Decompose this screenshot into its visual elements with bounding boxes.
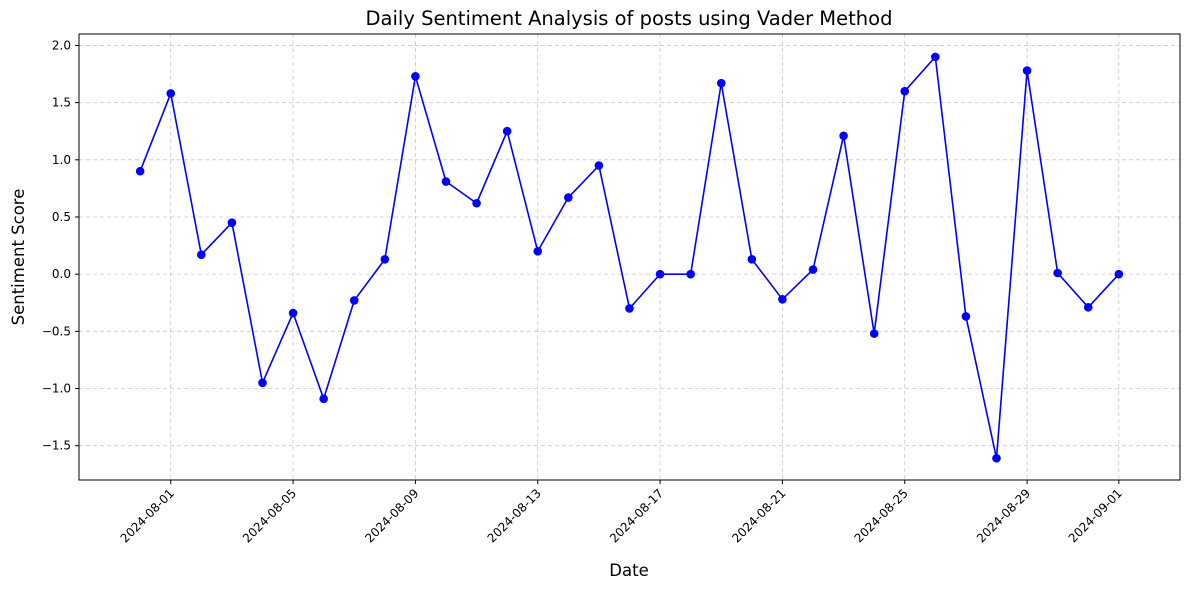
data-point	[686, 269, 695, 279]
data-point	[288, 308, 298, 318]
data-point	[502, 126, 512, 136]
data-point	[778, 295, 787, 304]
x-axis-title: Date	[609, 561, 648, 580]
y-tick-label: 2.0	[52, 38, 71, 52]
data-point	[1083, 303, 1093, 312]
data-point	[992, 453, 1001, 463]
data-point	[135, 166, 145, 176]
data-point	[900, 86, 910, 96]
data-point	[625, 304, 634, 313]
chart-title: Daily Sentiment Analysis of posts using …	[366, 7, 893, 30]
data-point	[839, 131, 848, 141]
y-tick-label: −0.5	[42, 324, 71, 338]
data-point	[197, 250, 206, 260]
y-tick-label: −1.0	[42, 382, 71, 396]
data-point	[349, 296, 359, 305]
data-point	[441, 177, 451, 186]
data-point	[808, 265, 818, 274]
y-axis: −1.5 −1.0 −0.5 0.0 0.5 1.0 1.5 2.0	[42, 38, 79, 453]
y-tick-label: 1.0	[52, 153, 71, 167]
data-point	[411, 72, 420, 81]
data-point	[869, 329, 879, 338]
y-axis-title: Sentiment Score	[9, 189, 28, 326]
data-point	[258, 378, 267, 388]
data-point	[594, 161, 604, 170]
data-point	[472, 198, 481, 208]
data-point	[166, 89, 176, 98]
y-tick-label: −1.5	[42, 439, 71, 453]
data-point	[533, 246, 543, 256]
data-point	[931, 52, 940, 62]
data-point	[1114, 269, 1124, 279]
data-point	[716, 78, 726, 88]
data-point	[319, 394, 328, 404]
gridlines	[79, 34, 1180, 480]
plot-area-frame	[78, 33, 1181, 481]
y-tick-label: 0.0	[52, 267, 71, 281]
data-point	[380, 254, 390, 264]
data-point	[564, 193, 573, 202]
data-point	[227, 218, 237, 227]
data-point	[655, 269, 665, 279]
data-point	[747, 254, 757, 264]
data-point	[1022, 66, 1032, 75]
data-point	[961, 312, 971, 321]
series-layer	[135, 52, 1124, 463]
y-tick-label: 1.5	[52, 96, 71, 110]
y-tick-label: 0.5	[52, 210, 71, 224]
data-point	[1053, 268, 1062, 278]
